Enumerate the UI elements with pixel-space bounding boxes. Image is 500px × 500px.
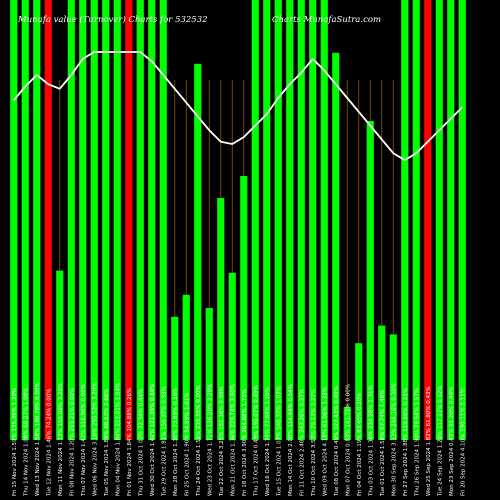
- x-tick-label: Fri 20 Sep 2024 4.10% 190.11% 2.11%: [460, 388, 466, 496]
- x-tick-label: Mon 21 Oct 2024 1.36% 229.74% 3.90%: [230, 384, 236, 496]
- bar: [136, 0, 144, 440]
- x-tick-label: Tue 29 Oct 2024 1.81% 150.97% 0.93%: [161, 386, 167, 497]
- bar: [90, 0, 98, 440]
- x-tick-label: Mon 07 Oct 2024 0.83% 141.71% 0.00%: [345, 384, 351, 496]
- bar: [263, 0, 271, 440]
- x-tick-label: Fri 04 Oct 2024 1.19% 83.45% 0.20%: [357, 393, 363, 496]
- bar: [343, 407, 351, 440]
- x-tick-label: Wed 30 Oct 2024 1.42% 121.39% 0.84%: [150, 384, 156, 496]
- x-tick-label: Thu 26 Sep 2024 1.90% 79.54% 1.57%: [414, 388, 420, 497]
- bar: [44, 0, 52, 440]
- bar: [205, 308, 213, 440]
- x-tick-label: Fri 01 Nov 2024 1.84% 104.88% 0.26%: [127, 388, 133, 496]
- x-tick-label: Thu 03 Oct 2024 1.36% 234.28% 1.31%: [368, 385, 374, 497]
- bar: [182, 294, 190, 440]
- chart-title: Munafa value (Turnover) Charts for 53253…: [18, 15, 208, 25]
- bar: [240, 176, 248, 440]
- x-tick-labels: Fri 15 Nov 2024 1.59% 135.36% 1.20% Thu 1…: [12, 382, 467, 497]
- x-tick-label: Thu 17 Oct 2024 0.49% 190.07% 0.49%: [253, 385, 259, 497]
- x-tick-label: Mon 28 Oct 2024 1.36% 73.89% 0.26%: [173, 387, 179, 496]
- bar: [113, 0, 121, 440]
- bar: [389, 334, 397, 440]
- bar: [332, 52, 340, 441]
- bar: [67, 0, 75, 440]
- bar: [412, 0, 420, 440]
- x-tick-label: Fri 11 Oct 2024 2.48% 243.26% 0.37%: [299, 389, 305, 496]
- bar: [435, 0, 443, 440]
- x-tick-label: Thu 10 Oct 2024 3.53% 79.13% 3.27%: [311, 389, 317, 497]
- x-tick-label: Tue 15 Oct 2024 1.07% 140.37% 1.07%: [276, 386, 282, 497]
- x-tick-label: Mon 23 Sep 2024 0.49% 91.20% 0.49%: [449, 387, 455, 496]
- x-tick-label: Wed 23 Oct 2024 1.71% 136.20% 3.20%: [207, 384, 213, 496]
- bar: [355, 343, 363, 440]
- bars: [10, 0, 466, 441]
- x-tick-label: Fri 27 Sep 2024 1.88% 119.88% 0.23%: [403, 388, 409, 496]
- line-series-path: [13, 51, 463, 162]
- x-tick-label: Mon 14 Oct 2024 2.00% 114.44% 0.54%: [288, 384, 294, 496]
- bar: [33, 0, 41, 440]
- line-series: [13, 51, 463, 162]
- x-tick-label: Wed 13 Nov 2024 1.58% 180.76% 0.00%: [35, 382, 41, 496]
- x-tick-label: Tue 05 Nov 2024 1.89% 68.63% 2.66%: [104, 388, 110, 497]
- x-tick-label: Mon 11 Nov 2024 1.13% 155.00% 3.20%: [58, 383, 64, 496]
- bar: [159, 0, 167, 440]
- x-tick-label: Fri 15 Nov 2024 1.59% 135.36% 1.20%: [12, 388, 18, 496]
- x-tick-label: Mon 30 Sep 2024 3.13% 244.16% 0.30%: [391, 383, 397, 496]
- x-tick-label: Thu 24 Oct 2024 1.52% 215.55% 0.00%: [196, 385, 202, 497]
- bar: [125, 0, 133, 440]
- x-tick-label: Tue 08 Oct 2024 0.49% 127.43% 0.49%: [334, 386, 340, 497]
- bar: [458, 0, 466, 440]
- bar: [320, 0, 328, 440]
- x-tick-label: Fri 08 Nov 2024 1.20% 203.21% 0.00%: [69, 388, 75, 496]
- bar: [274, 0, 282, 440]
- bar: [10, 0, 18, 440]
- x-tick-label: Fri 18 Oct 2024 3.90% 264.68% 1.73%: [242, 389, 248, 496]
- x-tick-label: Tue 22 Oct 2024 3.25% 151.16% 0.99%: [219, 386, 225, 497]
- bar: [424, 0, 432, 440]
- x-tick-label: Thu 31 Oct 2024 1.02% 72.34% 0.44%: [138, 389, 144, 497]
- bar: [217, 198, 225, 440]
- bar: [401, 0, 409, 440]
- bar: [378, 325, 386, 440]
- bar: [297, 0, 305, 440]
- bar: [102, 0, 110, 440]
- x-tick-label: Thu 14 Nov 2024 1.08% 68.27% 1.08%: [23, 388, 29, 497]
- bar: [251, 0, 259, 440]
- x-tick-label: Thu 07 Nov 2024 1.42% 116.90% 0.00%: [81, 384, 87, 497]
- bar: [228, 272, 236, 440]
- x-tick-label: Mon 04 Nov 2024 1.84% 213.01% 1.84%: [115, 383, 121, 496]
- bar: [447, 0, 455, 440]
- bar: [171, 316, 179, 440]
- chart-watermark: Charts MunafaSutra.com: [272, 15, 382, 25]
- bar: [309, 0, 317, 440]
- bar: [286, 0, 294, 440]
- x-tick-label: Wed 06 Nov 2024 3.18% 255.52% 3.20%: [92, 382, 98, 496]
- x-tick-label: Wed 25 Sep 2024 1.82% 61.80% 0.43%: [426, 386, 432, 496]
- x-tick-label: Tue 24 Sep 2024 1.20% 117.17% 0.52%: [437, 385, 443, 497]
- x-tick-label: Tue 12 Nov 2024 1.46% 74.24% 0.00%: [46, 388, 52, 497]
- x-tick-label: Wed 09 Oct 2024 4.18% 61.06% 1.33%: [322, 387, 328, 496]
- x-tick-label: Fri 25 Oct 2024 1.90% 54.89% 1.01%: [184, 393, 190, 496]
- bar: [56, 270, 64, 440]
- bar: [21, 0, 29, 440]
- bar: [79, 0, 87, 440]
- bar: [366, 121, 374, 440]
- x-tick-label: Tue 01 Oct 2024 1.58% 67.74% 1.46%: [380, 390, 386, 497]
- bar: [194, 63, 202, 441]
- x-tick-label: Wed 16 Oct 2024 1.74% 77.84% 1.10%: [265, 387, 271, 496]
- bar: [148, 0, 156, 440]
